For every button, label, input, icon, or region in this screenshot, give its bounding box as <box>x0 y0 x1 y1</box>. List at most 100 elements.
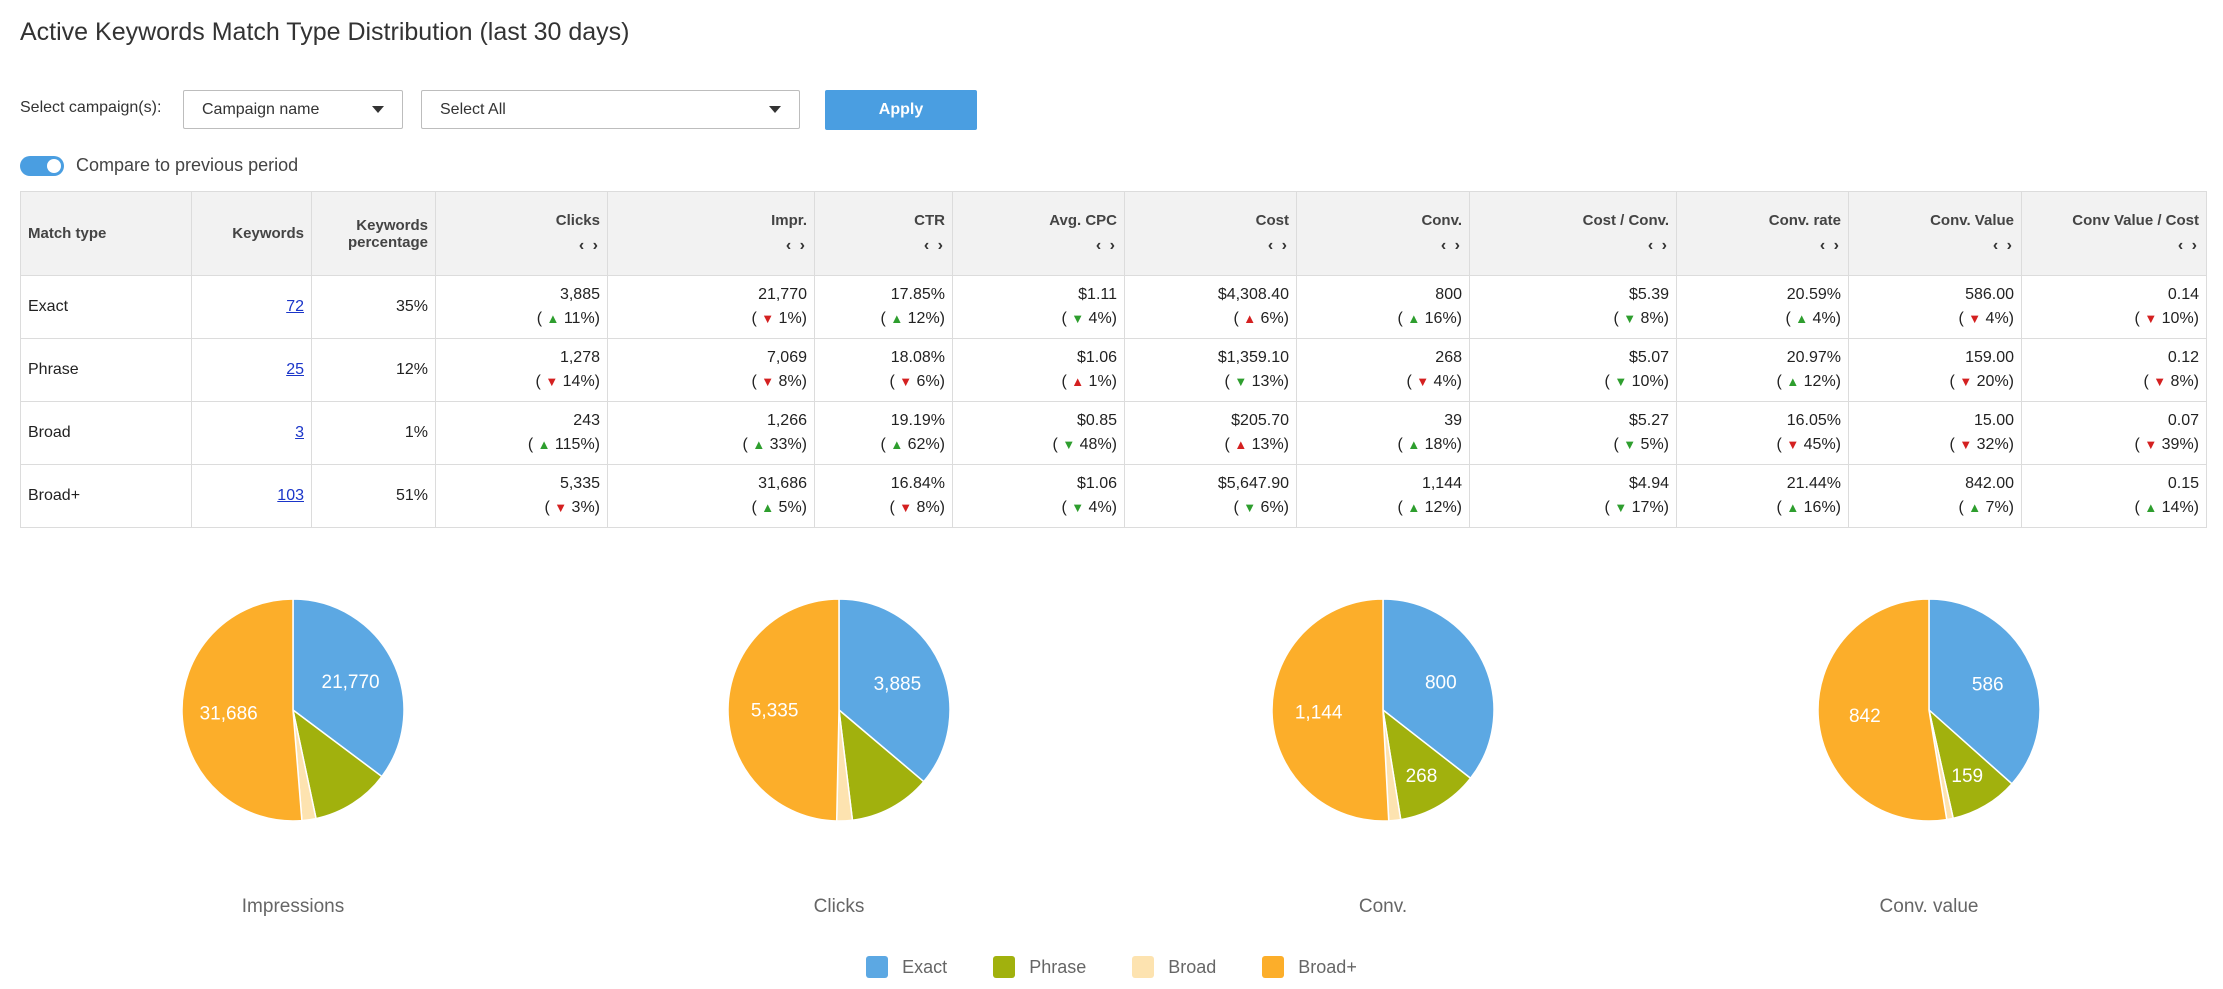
metric-value: 0.07 <box>2167 412 2199 429</box>
metric-change: ( ▼ 20%) <box>1949 373 2014 390</box>
metric-change: ( ▼ 6%) <box>889 373 945 390</box>
sort-arrows-icon[interactable]: ‹ › <box>1647 237 1669 254</box>
metric-change: ( ▲ 7%) <box>1958 499 2014 516</box>
campaign-select-dropdown[interactable]: Select All <box>421 90 800 129</box>
metric-value: $1,359.10 <box>1217 349 1289 366</box>
header-label: Cost <box>1255 212 1289 229</box>
cell-cost: $205.70 ( ▲ 13%) <box>1124 401 1297 465</box>
metric-change: ( ▼ 39%) <box>2134 436 2199 453</box>
cell-keywords: 72 <box>191 275 312 339</box>
sort-arrows-icon[interactable]: ‹ › <box>923 237 945 254</box>
table-row: Phrase 25 12% 1,278 ( ▼ 14%) 7,069 ( ▼ 8%) 18.0… <box>20 338 2207 402</box>
header-cost[interactable]: Cost ‹ › <box>1124 191 1297 276</box>
pie-chart: 3,885 5,335 <box>719 590 959 830</box>
metric-change: ( ▲ 5%) <box>751 499 807 516</box>
keywords-count-link[interactable]: 103 <box>277 487 304 504</box>
pie-chart-svg: 800 268 1,144 <box>1271 598 1495 822</box>
triangle-down-icon: ▼ <box>545 374 559 389</box>
metric-change: ( ▲ 12%) <box>1397 499 1462 516</box>
metric-value: 5,335 <box>559 475 600 492</box>
triangle-down-icon: ▼ <box>1062 437 1076 452</box>
cell-kw-pct: 51% <box>311 464 436 528</box>
header-conv-value[interactable]: Conv. Value ‹ › <box>1848 191 2022 276</box>
compare-toggle[interactable] <box>20 156 64 176</box>
header-cost-conv[interactable]: Cost / Conv. ‹ › <box>1469 191 1677 276</box>
sort-arrows-icon[interactable]: ‹ › <box>1992 237 2014 254</box>
metric-change: ( ▼ 32%) <box>1949 436 2014 453</box>
header-conv-value-cost[interactable]: Conv Value / Cost ‹ › <box>2021 191 2207 276</box>
sort-arrows-icon[interactable]: ‹ › <box>1819 237 1841 254</box>
header-clicks[interactable]: Clicks ‹ › <box>435 191 608 276</box>
legend-swatch <box>993 956 1016 978</box>
metric-change: ( ▼ 10%) <box>1604 373 1669 390</box>
pie-slice-exact[interactable] <box>1928 598 2041 785</box>
cell-clicks: 3,885 ( ▲ 11%) <box>435 275 608 339</box>
legend-item[interactable]: Broad <box>1132 956 1216 978</box>
header-label: Conv Value / Cost <box>2072 212 2199 229</box>
sort-arrows-icon[interactable]: ‹ › <box>1440 237 1462 254</box>
metric-change: ( ▼ 13%) <box>1224 373 1289 390</box>
header-keywords: Keywords <box>191 191 312 276</box>
sort-arrows-icon[interactable]: ‹ › <box>1095 237 1117 254</box>
metric-change: ( ▲ 16%) <box>1776 499 1841 516</box>
header-conv-rate[interactable]: Conv. rate ‹ › <box>1676 191 1849 276</box>
pie-slice-broad-plus[interactable] <box>1271 598 1390 822</box>
metric-value: 16.05% <box>1786 412 1841 429</box>
pie-slice-exact[interactable] <box>292 598 405 778</box>
table-row: Exact 72 35% 3,885 ( ▲ 11%) 21,770 ( ▼ 1%) 17.8… <box>20 275 2207 339</box>
pie-slice-broad-plus[interactable] <box>727 598 840 822</box>
metric-value: $4,308.40 <box>1217 286 1289 303</box>
header-impr[interactable]: Impr. ‹ › <box>607 191 815 276</box>
pie-slice-exact[interactable] <box>838 598 951 783</box>
metric-value: 3,885 <box>559 286 600 303</box>
cell-match-type: Broad+ <box>20 464 192 528</box>
legend-item[interactable]: Broad+ <box>1262 956 1357 978</box>
cell-avg-cpc: $1.11 ( ▼ 4%) <box>952 275 1125 339</box>
pie-chart: 586 159 842 <box>1809 590 2049 830</box>
cell-ctr: 19.19% ( ▲ 62%) <box>814 401 953 465</box>
toggle-knob <box>47 159 61 173</box>
cell-conv: 800 ( ▲ 16%) <box>1296 275 1470 339</box>
campaign-select-dropdown-value: Select All <box>440 100 506 118</box>
pie-slice-phrase[interactable] <box>1381 708 1472 821</box>
header-avg-cpc[interactable]: Avg. CPC ‹ › <box>952 191 1125 276</box>
metric-change: ( ▲ 16%) <box>1397 310 1462 327</box>
sort-arrows-icon[interactable]: ‹ › <box>785 237 807 254</box>
metric-value: 1,144 <box>1421 475 1462 492</box>
keywords-count-link[interactable]: 3 <box>295 424 304 441</box>
pie-data-label: 842 <box>1849 706 1881 727</box>
pie-data-label: 268 <box>1406 766 1438 787</box>
cell-impr: 7,069 ( ▼ 8%) <box>607 338 815 402</box>
metric-change: ( ▲ 4%) <box>1785 310 1841 327</box>
pie-slice-phrase[interactable] <box>838 708 925 822</box>
legend-item[interactable]: Exact <box>866 956 947 978</box>
cell-cost: $4,308.40 ( ▲ 6%) <box>1124 275 1297 339</box>
pie-slice-broad-plus[interactable] <box>1817 598 1948 822</box>
metric-change: ( ▼ 8%) <box>889 499 945 516</box>
pie-data-label: 159 <box>1951 766 1983 787</box>
triangle-down-icon: ▼ <box>899 500 913 515</box>
cell-conv-value: 842.00 ( ▲ 7%) <box>1848 464 2022 528</box>
pie-slice-phrase[interactable] <box>291 708 383 820</box>
metric-value: 243 <box>573 412 600 429</box>
pie-slice-exact[interactable] <box>1382 598 1495 780</box>
sort-arrows-icon[interactable]: ‹ › <box>1267 237 1289 254</box>
cell-keywords: 103 <box>191 464 312 528</box>
campaign-name-dropdown[interactable]: Campaign name <box>183 90 403 129</box>
cell-cost: $5,647.90 ( ▼ 6%) <box>1124 464 1297 528</box>
keywords-count-link[interactable]: 72 <box>286 298 304 315</box>
metric-value: 586.00 <box>1965 286 2014 303</box>
triangle-down-icon: ▼ <box>1623 311 1637 326</box>
triangle-up-icon: ▲ <box>1071 374 1085 389</box>
pie-slice-broad-plus[interactable] <box>181 598 303 822</box>
pie-chart-svg: 3,885 5,335 <box>727 598 951 822</box>
header-ctr[interactable]: CTR ‹ › <box>814 191 953 276</box>
pie-data-label: 31,686 <box>200 704 258 725</box>
apply-button[interactable]: Apply <box>825 90 977 130</box>
legend-item[interactable]: Phrase <box>993 956 1086 978</box>
sort-arrows-icon[interactable]: ‹ › <box>2177 237 2199 254</box>
header-conv[interactable]: Conv. ‹ › <box>1296 191 1470 276</box>
cell-avg-cpc: $1.06 ( ▲ 1%) <box>952 338 1125 402</box>
keywords-count-link[interactable]: 25 <box>286 361 304 378</box>
sort-arrows-icon[interactable]: ‹ › <box>578 237 600 254</box>
